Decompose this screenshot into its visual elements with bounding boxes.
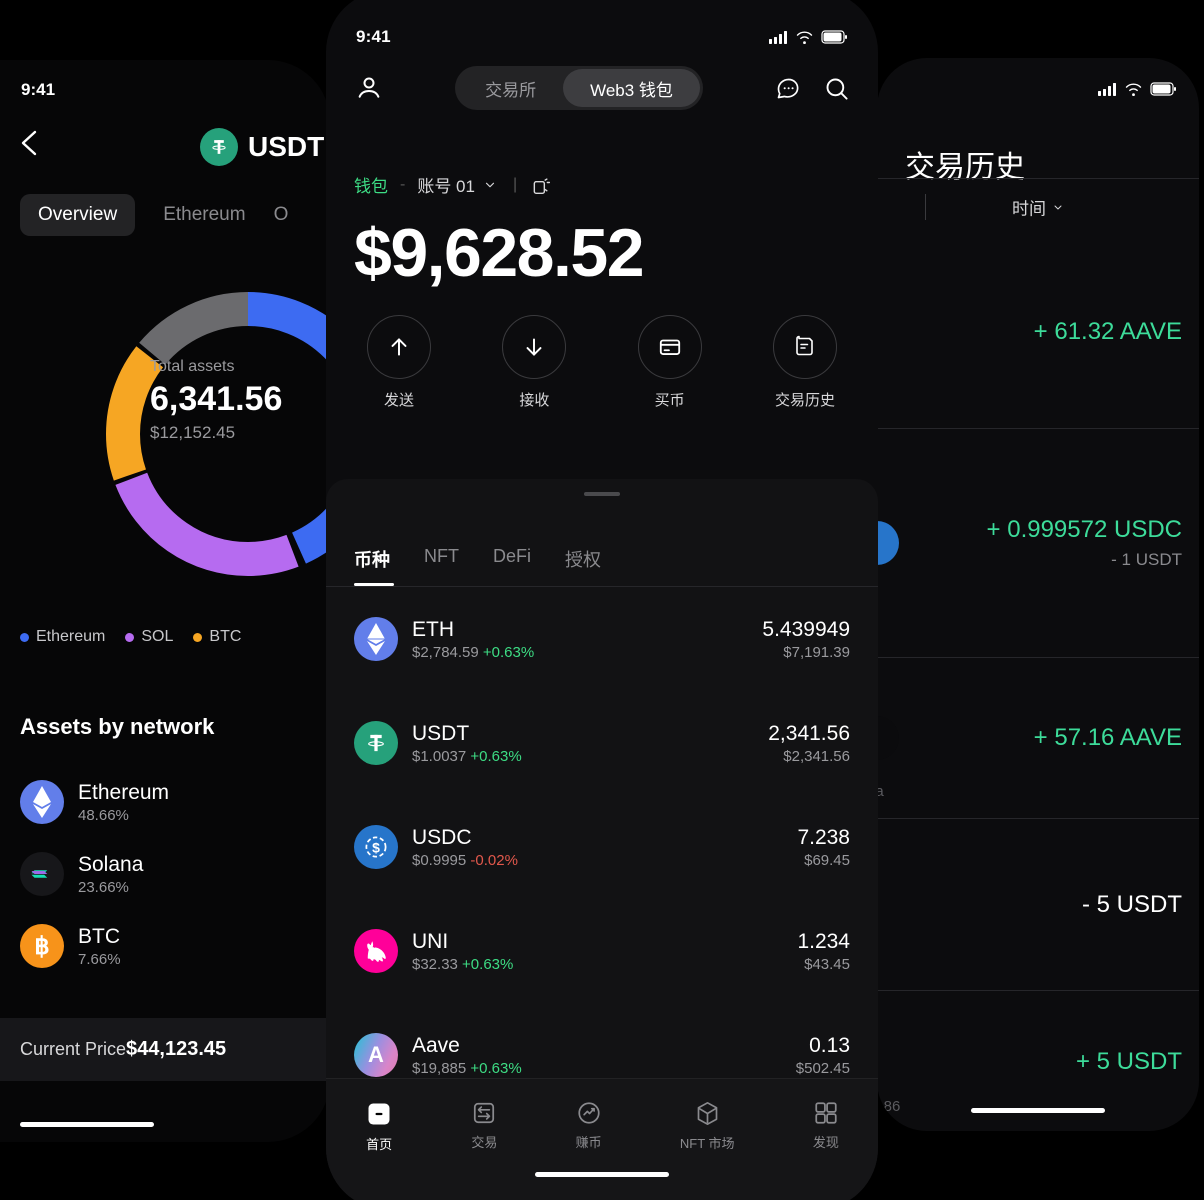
- svg-text:$: $: [372, 839, 380, 855]
